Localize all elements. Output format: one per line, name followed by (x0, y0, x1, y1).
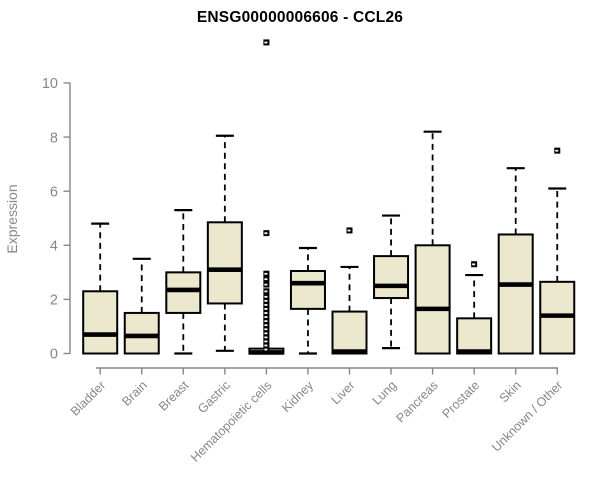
box-pancreas (414, 130, 451, 355)
outlier-point (263, 305, 270, 312)
outlier-point (263, 318, 270, 325)
iqr-box (373, 255, 410, 300)
outlier-point (263, 346, 270, 353)
box-gastric (206, 134, 243, 352)
outlier-point (263, 39, 270, 46)
box-unknown-other (539, 147, 576, 355)
y-tick-label-10: 10 (42, 76, 58, 92)
outlier-point (263, 309, 270, 316)
y-tick-label-4: 4 (50, 239, 58, 255)
iqr-box (497, 233, 534, 355)
outlier-point (263, 322, 270, 329)
iqr-box (206, 221, 243, 305)
x-tick-label-unknown-other: Unknown / Other (489, 378, 565, 454)
y-tick-label-0: 0 (50, 347, 58, 363)
x-tick-label-pancreas: Pancreas (393, 378, 440, 425)
iqr-box (331, 310, 368, 355)
outlier-point (263, 334, 270, 341)
outlier-point (263, 342, 270, 349)
box-brain (123, 257, 160, 355)
outlier-point (263, 230, 270, 237)
outlier-point (263, 293, 270, 300)
box-prostate (456, 261, 493, 355)
iqr-box (456, 317, 493, 355)
x-tick-label-kidney: Kidney (279, 378, 316, 415)
outlier-point (263, 288, 270, 295)
y-tick-label-6: 6 (50, 184, 58, 200)
outlier-point (263, 301, 270, 308)
box-bladder (82, 222, 119, 355)
box-liver (331, 227, 368, 355)
x-tick-label-breast: Breast (156, 378, 192, 414)
x-tick-label-hematopoietic-cells: Hematopoietic cells (188, 378, 275, 465)
outlier-point (263, 313, 270, 320)
y-tick-label-2: 2 (50, 293, 58, 309)
x-tick-label-lung: Lung (370, 378, 400, 408)
chart-title: ENSG00000006606 - CCL26 (196, 9, 404, 26)
y-tick-label-8: 8 (50, 130, 58, 146)
outlier-point (263, 338, 270, 345)
x-tick-label-bladder: Bladder (68, 378, 108, 418)
box-breast (165, 209, 202, 355)
iqr-box (82, 290, 119, 355)
x-tick-label-gastric: Gastric (195, 378, 233, 416)
outlier-point (263, 270, 270, 277)
outlier-point (263, 330, 270, 337)
outlier-point (263, 326, 270, 333)
x-tick-label-brain: Brain (119, 378, 150, 409)
outlier-point (263, 276, 270, 283)
x-tick-label-skin: Skin (497, 378, 524, 405)
box-lung (373, 214, 410, 350)
outlier-point (263, 281, 270, 288)
iqr-box (289, 269, 326, 310)
x-tick-label-liver: Liver (329, 378, 358, 407)
outlier-point (263, 297, 270, 304)
iqr-box (414, 244, 451, 355)
box-hematopoietic-cells (248, 39, 285, 355)
iqr-box (165, 271, 202, 314)
outlier-point (346, 227, 353, 234)
iqr-box (123, 311, 160, 355)
box-kidney (289, 246, 326, 355)
outlier-point (471, 261, 478, 268)
x-tick-label-prostate: Prostate (439, 378, 482, 421)
box-skin (497, 167, 534, 355)
y-axis-label: Expression (4, 184, 20, 253)
outlier-point (554, 147, 561, 154)
